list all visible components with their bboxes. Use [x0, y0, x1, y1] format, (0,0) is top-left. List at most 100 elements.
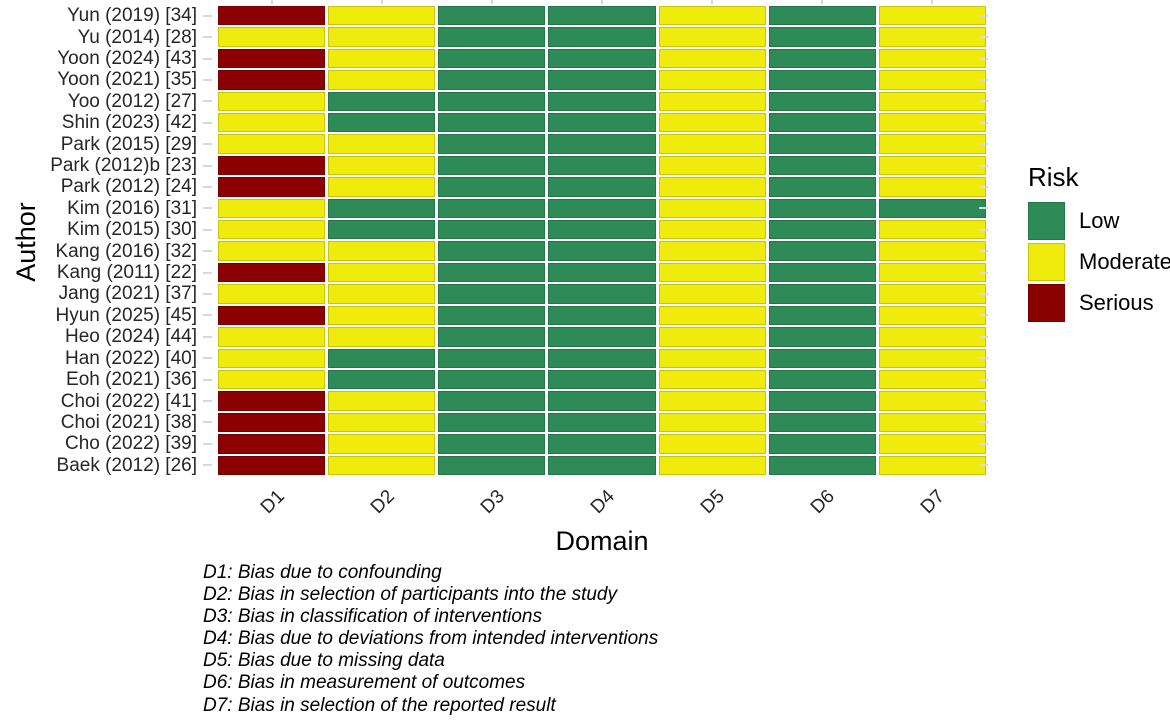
heatmap-cell: [438, 391, 546, 411]
heatmap-row: [218, 134, 986, 154]
heatmap-cell: [548, 177, 656, 197]
x-axis-tick-label: D3: [476, 486, 509, 519]
heatmap-cell: [328, 434, 436, 454]
heatmap-cell: [438, 113, 546, 133]
axis-tick: [203, 250, 212, 253]
heatmap-cell: [438, 241, 546, 261]
heatmap-cell: [878, 113, 986, 133]
legend-swatch-serious: [1028, 284, 1065, 322]
axis-tick: [203, 378, 212, 381]
heatmap-cell: [218, 27, 326, 47]
heatmap-cell: [328, 48, 436, 69]
axis-tick: [979, 357, 988, 360]
heatmap-cell: [768, 113, 876, 133]
heatmap-cell: [878, 455, 986, 475]
axis-tick: [979, 207, 988, 210]
heatmap-cell: [548, 305, 656, 326]
heatmap-cell: [438, 48, 546, 69]
heatmap-cell: [658, 284, 766, 304]
heatmap-cell: [328, 241, 436, 261]
heatmap-cell: [438, 6, 546, 26]
heatmap-cell: [328, 348, 436, 368]
heatmap-cell: [438, 455, 546, 475]
heatmap-cell: [878, 305, 986, 326]
heatmap-cell: [218, 6, 326, 26]
axis-tick: [270, 0, 273, 4]
heatmap-cell: [878, 284, 986, 304]
heatmap-cell: [218, 412, 326, 433]
heatmap-cell: [658, 412, 766, 433]
axis-tick: [203, 100, 212, 103]
heatmap-cell: [218, 391, 326, 411]
heatmap-cell: [768, 91, 876, 112]
heatmap-cell: [548, 262, 656, 283]
heatmap-cell: [658, 134, 766, 154]
heatmap-cell: [438, 70, 546, 90]
heatmap-cell: [658, 91, 766, 112]
heatmap-cell: [658, 262, 766, 283]
heatmap-row: [218, 48, 986, 69]
heatmap-cell: [328, 284, 436, 304]
y-axis-tick-label: Cho (2022) [39]: [64, 433, 197, 455]
heatmap-cell: [768, 369, 876, 390]
heatmap-cell: [768, 27, 876, 47]
y-axis-tick-label: Park (2012)b [23]: [50, 155, 197, 177]
heatmap-cell: [218, 284, 326, 304]
x-axis-tick-label: D1: [256, 486, 289, 519]
axis-tick: [711, 0, 714, 4]
legend-label: Serious: [1079, 290, 1154, 315]
axis-tick: [979, 314, 988, 317]
heatmap-cell: [548, 391, 656, 411]
axis-tick: [203, 185, 212, 188]
heatmap-cell: [878, 48, 986, 69]
axis-tick: [203, 14, 212, 17]
heatmap-cell: [768, 305, 876, 326]
heatmap-cell: [218, 305, 326, 326]
heatmap-cell: [438, 412, 546, 433]
axis-tick: [203, 143, 212, 146]
heatmap-cell: [768, 241, 876, 261]
legend-swatch-low: [1028, 202, 1065, 240]
heatmap-row: [218, 369, 986, 390]
axis-tick: [203, 164, 212, 167]
heatmap-cell: [218, 241, 326, 261]
heatmap-cell: [328, 113, 436, 133]
domain-footnotes: D1: Bias due to confounding D2: Bias in s…: [203, 562, 658, 717]
heatmap-cell: [328, 198, 436, 219]
y-axis-tick-label: Han (2022) [40]: [64, 347, 197, 369]
y-axis-tick-label: Eoh (2021) [36]: [66, 369, 197, 391]
axis-tick: [931, 0, 934, 4]
heatmap-cell: [328, 455, 436, 475]
heatmap-row: [218, 91, 986, 112]
axis-tick: [203, 36, 212, 39]
heatmap-cell: [878, 327, 986, 347]
x-axis-title: Domain: [555, 526, 649, 556]
heatmap-cell: [548, 434, 656, 454]
y-axis-tick-label: Yoo (2012) [27]: [67, 90, 197, 112]
heatmap-cell: [548, 113, 656, 133]
heatmap-row: [218, 220, 986, 240]
heatmap-cell: [768, 155, 876, 176]
heatmap-cell: [878, 241, 986, 261]
heatmap-cell: [658, 220, 766, 240]
heatmap-cell: [548, 455, 656, 475]
axis-tick: [979, 271, 988, 274]
axis-tick: [979, 57, 988, 60]
heatmap-cell: [658, 327, 766, 347]
axis-tick: [979, 293, 988, 296]
heatmap-cell: [658, 70, 766, 90]
axis-tick: [203, 421, 212, 424]
heatmap-cell: [878, 70, 986, 90]
y-axis-tick-label: Choi (2022) [41]: [60, 390, 197, 412]
heatmap-cell: [438, 134, 546, 154]
heatmap-row: [218, 434, 986, 454]
x-axis-tick-label: D5: [696, 486, 729, 519]
heatmap-row: [218, 177, 986, 197]
heatmap-panel: [218, 6, 986, 475]
heatmap-cell: [768, 348, 876, 368]
heatmap-cell: [548, 348, 656, 368]
axis-tick: [203, 400, 212, 403]
heatmap-cell: [438, 155, 546, 176]
heatmap-cell: [658, 305, 766, 326]
